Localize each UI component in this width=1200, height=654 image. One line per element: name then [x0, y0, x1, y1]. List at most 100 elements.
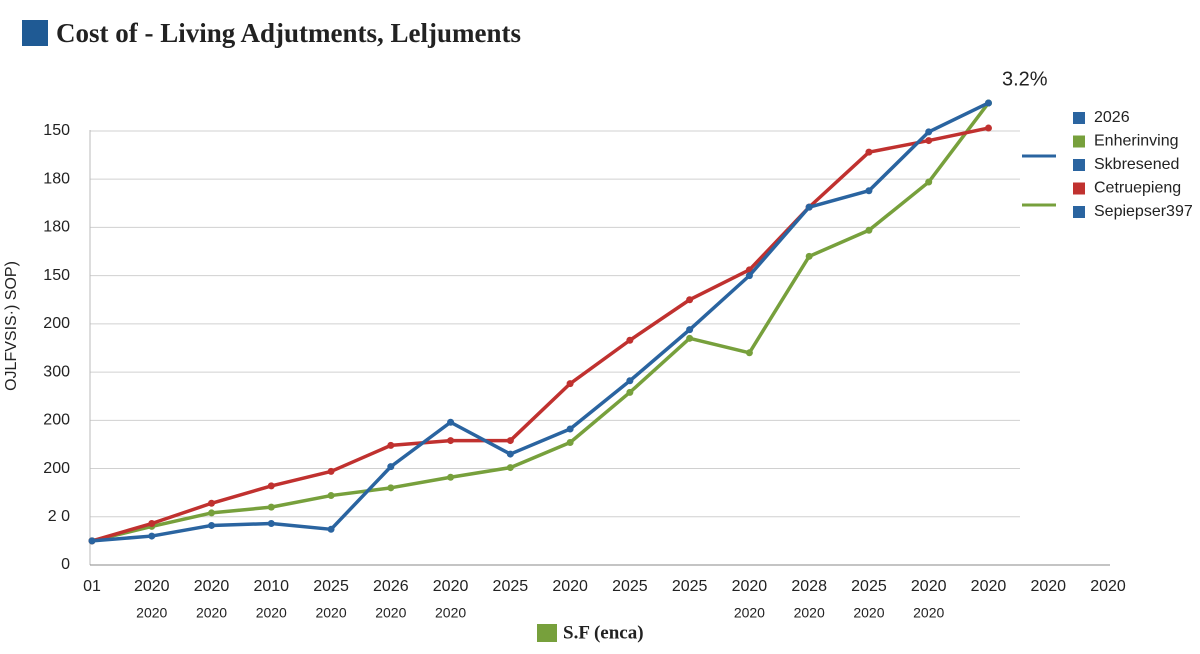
data-point [984, 99, 992, 107]
legend-label: Cetruepieng [1094, 180, 1181, 197]
x-tick-label: 2025 [612, 578, 648, 595]
data-point [865, 226, 873, 234]
data-point [387, 441, 395, 449]
y-tick-label: 2 0 [48, 508, 70, 525]
series-line [91, 126, 989, 543]
data-point [566, 425, 574, 433]
data-point [925, 128, 933, 136]
annotation: 3.2% [1002, 68, 1048, 90]
x-sub-label: 2020 [794, 605, 825, 621]
x-tick-label: 2028 [791, 578, 827, 595]
x-sub-label: 2020 [375, 605, 406, 621]
y-tick-label: 180 [43, 219, 70, 236]
y-tick-label: 0 [61, 556, 70, 573]
data-point [566, 380, 574, 388]
data-point [506, 464, 514, 472]
x-sub-label: 2020 [913, 605, 944, 621]
data-point [805, 252, 813, 260]
y-tick-label: 200 [43, 460, 70, 477]
data-point [387, 484, 395, 492]
data-point [686, 326, 694, 334]
data-point [267, 482, 275, 490]
legend-label: 2026 [1094, 109, 1130, 126]
y-tick-label: 200 [43, 412, 70, 429]
y-tick-label: 200 [43, 315, 70, 332]
data-point [208, 509, 216, 517]
x-tick-label: 01 [83, 578, 101, 595]
legend-swatch [1073, 182, 1085, 195]
data-point [267, 503, 275, 511]
data-point [267, 520, 275, 528]
legend-swatch [1073, 135, 1085, 148]
data-point [506, 450, 514, 458]
series-line [91, 101, 990, 543]
title-marker [22, 20, 48, 46]
data-point [447, 473, 455, 481]
data-point [88, 537, 96, 545]
data-point [447, 418, 455, 426]
x-tick-label: 2020 [732, 578, 768, 595]
x-sub-label: 2020 [315, 605, 346, 621]
data-point [148, 532, 156, 540]
data-point [506, 437, 514, 445]
data-point [745, 272, 753, 280]
data-point [327, 492, 335, 500]
data-point [686, 296, 694, 304]
y-tick-label: 150 [43, 122, 70, 139]
data-point [925, 137, 933, 145]
x-tick-label: 2025 [313, 578, 349, 595]
x-tick-label: 2020 [134, 578, 170, 595]
x-tick-label: 2020 [911, 578, 947, 595]
y-tick-label: 180 [43, 170, 70, 187]
x-sub-label: 2020 [136, 605, 167, 621]
data-point [745, 349, 753, 357]
data-point [805, 203, 813, 211]
data-point [387, 463, 395, 471]
chart-title: Cost of - Living Adjutments, Leljuments [56, 18, 521, 48]
data-point [447, 437, 455, 445]
x-tick-label: 2026 [373, 578, 409, 595]
legend-swatch [1073, 206, 1085, 218]
data-point [626, 388, 634, 396]
data-point [865, 148, 873, 156]
x-tick-label: 2025 [672, 578, 708, 595]
x-tick-label: 2020 [433, 578, 469, 595]
data-point [208, 521, 216, 529]
x-sub-label: 2020 [435, 605, 466, 621]
data-point [626, 336, 634, 344]
x-tick-label: 2020 [194, 578, 230, 595]
data-point [327, 525, 335, 533]
data-point [626, 377, 634, 385]
legend-label: Skbresened [1094, 156, 1179, 173]
data-point [925, 178, 933, 186]
y-axis-label: OJLFVSIS·) SOP) [3, 261, 20, 391]
x-sub-label: 2020 [853, 605, 884, 621]
x-tick-label: 2025 [851, 578, 887, 595]
x-tick-label: 2020 [552, 578, 588, 595]
x-axis-label: S.F (enca) [563, 622, 644, 643]
data-point [566, 438, 574, 446]
legend-swatch [1073, 159, 1085, 171]
x-tick-label: 2020 [1030, 578, 1066, 595]
series-line [91, 101, 990, 543]
x-tick-label: 2025 [493, 578, 529, 595]
legend-swatch [1073, 112, 1085, 124]
data-point [148, 520, 156, 528]
x-sub-label: 2020 [256, 605, 287, 621]
x-sub-label: 2020 [734, 605, 765, 621]
legend-label: Sepiepser397 [1094, 203, 1193, 220]
data-point [984, 124, 992, 132]
data-point [327, 467, 335, 475]
data-point [865, 187, 873, 195]
data-point [208, 499, 216, 507]
y-tick-label: 150 [43, 267, 70, 284]
x-tick-label: 2020 [1090, 578, 1126, 595]
data-point [686, 334, 694, 342]
x-label-marker [537, 624, 557, 642]
x-sub-label: 2020 [196, 605, 227, 621]
x-tick-label: 2010 [253, 578, 289, 595]
y-tick-label: 300 [43, 363, 70, 380]
legend-label: Enherinving [1094, 133, 1179, 150]
x-tick-label: 2020 [971, 578, 1007, 595]
